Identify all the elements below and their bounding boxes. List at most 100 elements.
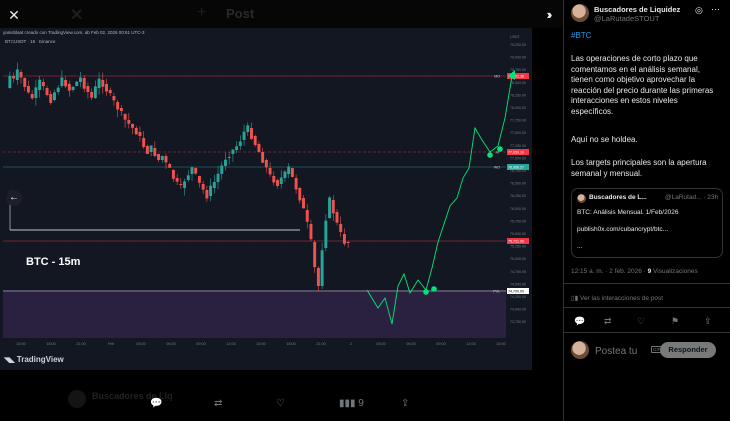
candle-body (53, 92, 56, 100)
candle-body (49, 94, 53, 103)
quote-display-name: Buscadores de L... (589, 194, 647, 201)
reply-icon[interactable]: 💬 (574, 316, 586, 326)
candle-body (175, 178, 179, 182)
divider (564, 283, 730, 284)
more-icon[interactable]: ⋯ (711, 4, 720, 14)
candle-body (276, 180, 279, 186)
level-tag: PVL (493, 290, 500, 294)
price-tick-label: 76,250.00 (510, 194, 526, 198)
repost-icon[interactable]: ⇄ (604, 316, 612, 326)
background-avatar (68, 390, 86, 408)
time-tick-label: 15:00 (256, 342, 266, 346)
price-tick-label: 73,750.00 (510, 320, 526, 324)
candle-body (339, 224, 343, 232)
candle-body (335, 212, 339, 223)
candle-body (160, 155, 164, 160)
level-price-label: 76,958.27 (508, 166, 524, 170)
candle-body (250, 128, 253, 139)
handle[interactable]: @LaRutadeSTOUT (594, 14, 660, 23)
divider (564, 307, 730, 308)
price-tick-label: 76,500.00 (510, 182, 526, 186)
candle-body (328, 197, 332, 218)
candle-body (283, 171, 287, 178)
candle-body (227, 156, 231, 158)
candle-body (231, 149, 235, 154)
price-tick-label: 74,500.00 (510, 282, 526, 286)
candle-body (131, 124, 134, 128)
price-tick-label: 76,750.00 (510, 169, 526, 173)
candle-body (220, 165, 224, 174)
candle-body (15, 69, 19, 80)
quote-avatar (577, 194, 586, 203)
candle-body (108, 90, 112, 94)
post-paragraph-2: Aquí no se holdea. (571, 135, 638, 144)
display-name[interactable]: Buscadores de Liquidez (594, 5, 681, 14)
double-chevron-right-icon[interactable]: ›› (546, 7, 553, 22)
reply-button[interactable]: Responder (660, 342, 716, 358)
candle-body (316, 268, 320, 286)
reply-input[interactable] (595, 344, 650, 358)
price-tick-label: 78,250.00 (510, 93, 526, 97)
candle-body (279, 177, 283, 184)
currency-label: USDT (510, 35, 521, 39)
candle-body (331, 200, 335, 214)
background-header (0, 0, 563, 28)
level-price-box (507, 149, 529, 155)
candle-body (298, 188, 302, 201)
candle-body (67, 84, 71, 91)
candle-body (253, 136, 257, 146)
candle-body (164, 156, 168, 163)
grok-icon[interactable]: ◎ (695, 5, 703, 15)
post-interactions-label: Ver las interacciones de post (579, 295, 664, 302)
time-tick-label: 06:00 (166, 342, 176, 346)
level-tag: MO (494, 75, 500, 79)
views-count: 9 (647, 268, 652, 275)
heart-icon[interactable]: ♡ (276, 398, 285, 409)
x-logo-icon: ✕ (70, 7, 84, 24)
btc-timeframe-label: BTC - 15m (26, 256, 81, 268)
quoted-post-card[interactable]: Buscadores de L... @LaRutad... · 23h BTC… (571, 188, 723, 258)
heart-icon[interactable]: ♡ (637, 316, 646, 326)
time-tick-label: 15:00 (16, 342, 26, 346)
post-interactions-link[interactable]: ▯▮ Ver las interacciones de post (571, 294, 663, 302)
candle-body (197, 176, 201, 183)
share-icon[interactable]: ⇪ (401, 398, 410, 409)
share-icon[interactable]: ⇪ (704, 316, 712, 326)
candle-body (19, 72, 23, 78)
candle-body (105, 84, 108, 92)
candle-body (194, 168, 198, 174)
candle-body (342, 234, 346, 244)
divider (564, 332, 730, 333)
hashtag-link[interactable]: #BTC (571, 31, 592, 40)
candle-body (41, 82, 45, 87)
price-tick-label: 75,500.00 (510, 232, 526, 236)
candle-body (205, 190, 209, 199)
entry-marker (423, 289, 429, 295)
candle-body (116, 102, 120, 110)
close-icon[interactable]: ✕ (8, 7, 20, 23)
background-post-title: Post (226, 6, 255, 21)
projection-arrowhead (508, 70, 515, 80)
post-timestamp[interactable]: 12:15 a. m. · 2 feb. 2026 · (571, 268, 646, 275)
repost-icon[interactable]: ⇄ (214, 398, 223, 409)
post-timestamp-views: 12:15 a. m. · 2 feb. 2026 · 9 Visualizac… (571, 268, 698, 275)
candle-body (138, 132, 142, 136)
views-icon[interactable]: ▮▮▮ 9 (339, 398, 364, 409)
avatar[interactable] (571, 4, 589, 22)
candle-body (145, 146, 149, 154)
candle-body (190, 167, 194, 174)
time-tick-label: 03:00 (376, 342, 386, 346)
reply-icon[interactable]: 💬 (150, 398, 163, 409)
previous-image-arrow-icon[interactable]: ← (6, 190, 22, 206)
chart-header: yanisblaat creado con TradingView.com, a… (3, 30, 145, 35)
entry-marker (431, 286, 437, 292)
candle-body (186, 175, 190, 180)
candle-body (60, 77, 64, 86)
price-chart: 79,250.00 79,000.00 78,750.00 78,500.00 78,2… (3, 35, 529, 346)
post-image-chart[interactable]: yanisblaat creado con TradingView.com, a… (0, 28, 532, 370)
price-tick-label: 75,000.00 (510, 257, 526, 261)
level-price-label: 77,050.10 (508, 151, 524, 155)
projection-path (366, 75, 513, 325)
bookmark-icon[interactable]: ⚑ (671, 316, 680, 326)
candle-body (149, 145, 153, 152)
